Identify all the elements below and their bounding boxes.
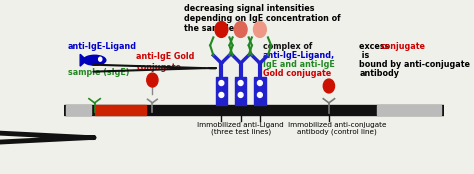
Bar <box>235 77 246 105</box>
Text: decreasing signal intensities
depending on IgE concentration of
the sample: decreasing signal intensities depending … <box>184 4 341 33</box>
Circle shape <box>215 22 228 37</box>
Circle shape <box>147 73 158 87</box>
Text: IgE and anti-IgE: IgE and anti-IgE <box>263 60 335 69</box>
Bar <box>254 77 265 105</box>
Circle shape <box>254 22 266 37</box>
Text: is: is <box>359 51 370 60</box>
Ellipse shape <box>83 55 106 65</box>
Text: anti-IgE Gold
conjugate: anti-IgE Gold conjugate <box>137 52 195 72</box>
Text: complex of: complex of <box>263 42 312 51</box>
Ellipse shape <box>257 92 262 97</box>
Ellipse shape <box>219 92 224 97</box>
Ellipse shape <box>238 81 243 85</box>
Ellipse shape <box>219 81 224 85</box>
Text: excess: excess <box>359 42 392 51</box>
Circle shape <box>99 57 102 61</box>
Text: anti-IgE-Ligand: anti-IgE-Ligand <box>68 42 137 51</box>
Circle shape <box>234 22 247 37</box>
Text: bound by anti-conjugate: bound by anti-conjugate <box>359 60 470 69</box>
Bar <box>64 105 445 115</box>
Text: Immobilized anti-conjugate
antibody (control line): Immobilized anti-conjugate antibody (con… <box>288 122 386 135</box>
Ellipse shape <box>238 92 243 97</box>
Bar <box>216 77 227 105</box>
Text: Gold conjugate: Gold conjugate <box>263 69 331 78</box>
Bar <box>95 105 146 115</box>
Circle shape <box>323 79 335 93</box>
Text: antibody: antibody <box>359 69 400 78</box>
Bar <box>377 105 441 115</box>
Text: conjugate: conjugate <box>381 42 426 51</box>
Bar <box>66 105 91 115</box>
Text: Immobilized anti-Ligand
(three test lines): Immobilized anti-Ligand (three test line… <box>197 122 284 135</box>
Ellipse shape <box>257 81 262 85</box>
Polygon shape <box>80 54 87 66</box>
Text: sample (sIgE): sample (sIgE) <box>68 68 129 77</box>
Text: anti-IgE-Ligand,: anti-IgE-Ligand, <box>263 51 335 60</box>
